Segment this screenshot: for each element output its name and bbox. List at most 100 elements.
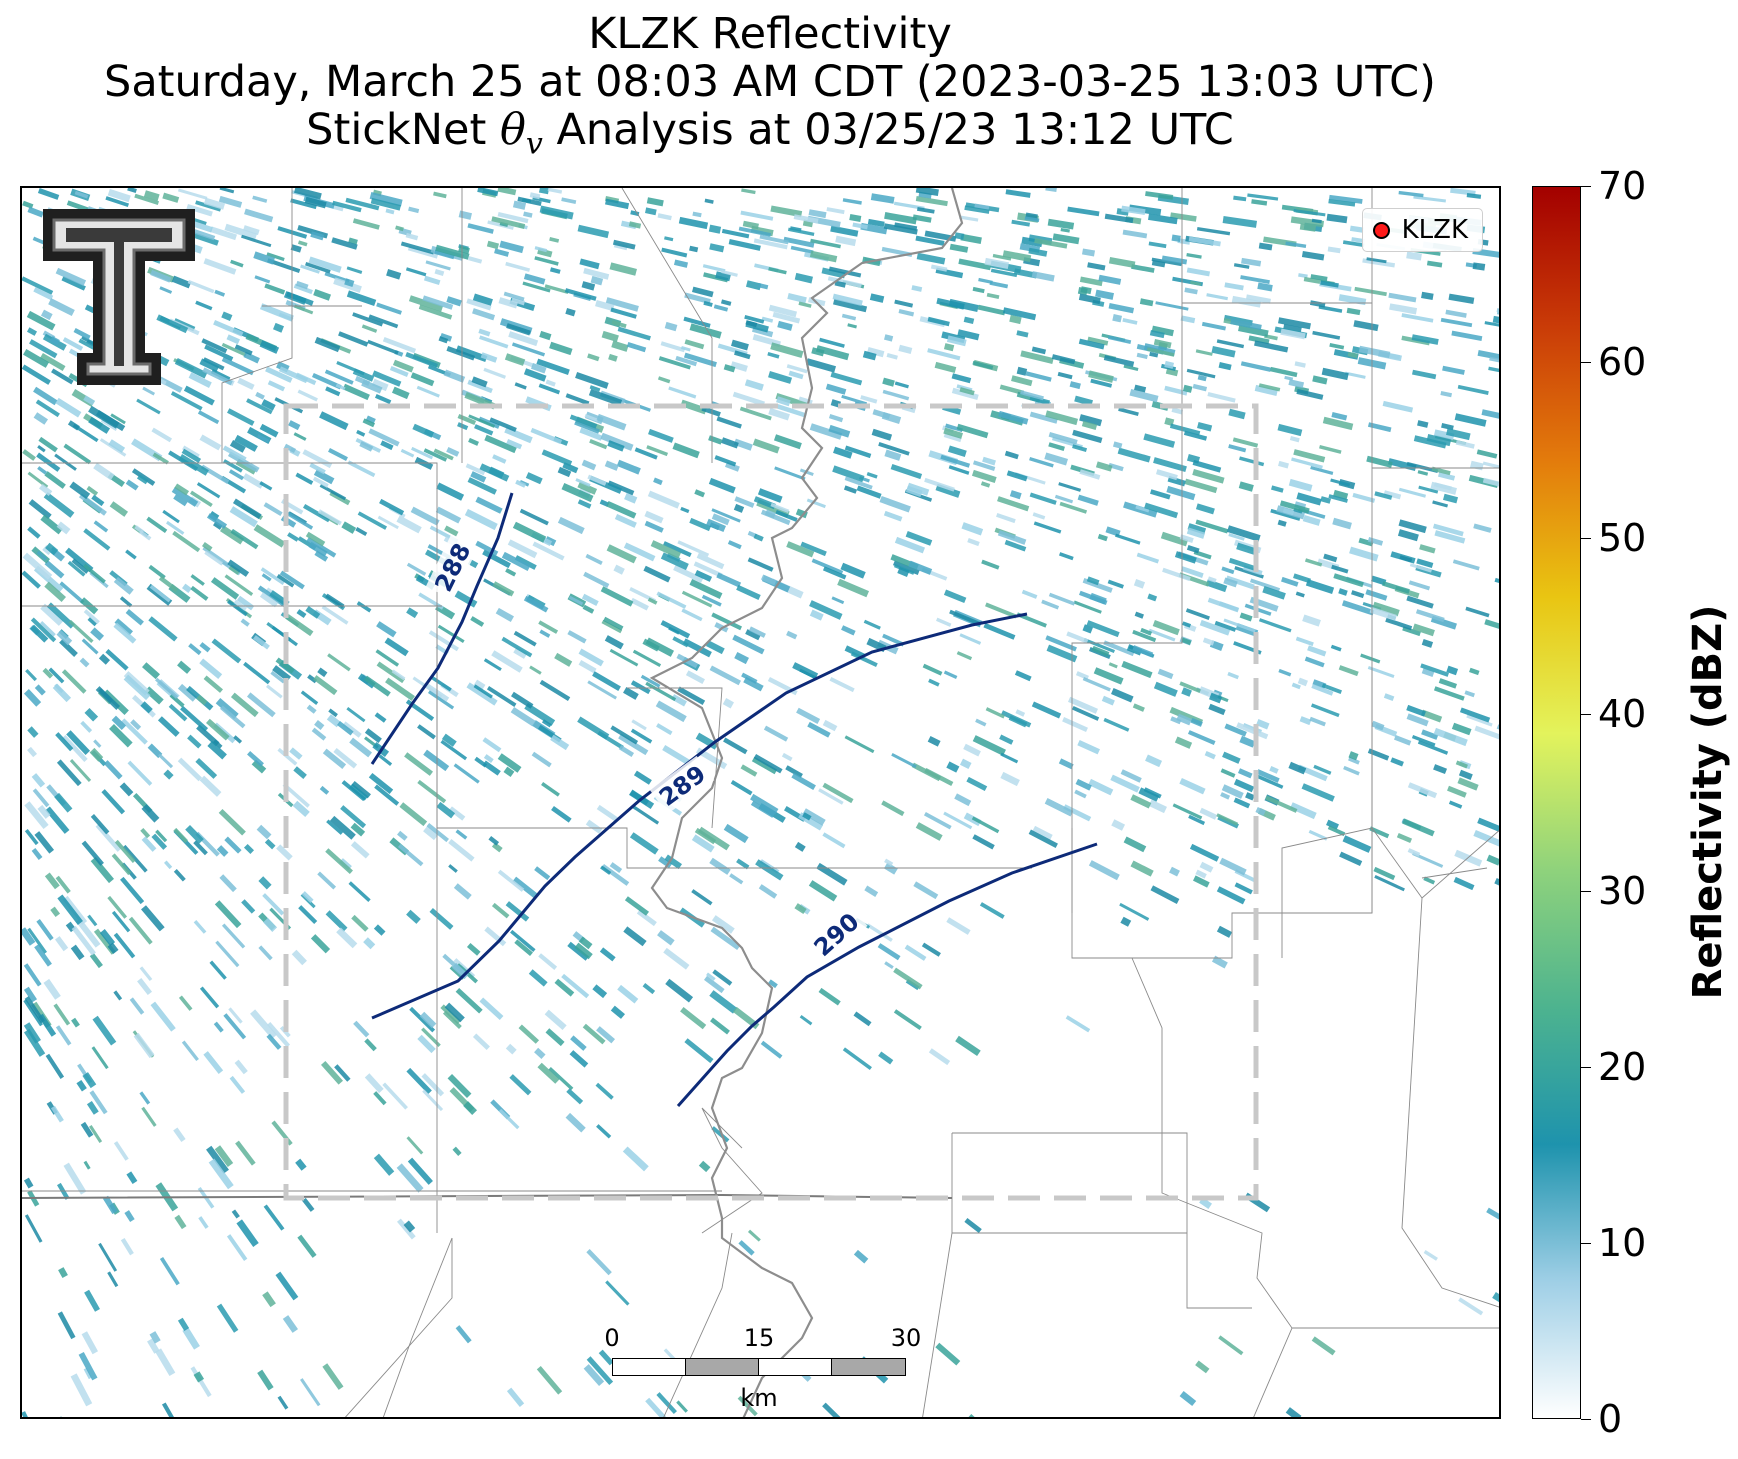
echo-gate xyxy=(448,864,458,873)
echo-gate xyxy=(1179,534,1194,543)
echo-gate xyxy=(711,508,741,523)
echo-gate xyxy=(1107,579,1124,589)
echo-gate xyxy=(262,893,285,916)
echo-gate xyxy=(1157,668,1174,680)
echo-gate xyxy=(893,967,923,990)
echo-gate xyxy=(1239,735,1256,748)
echo-gate xyxy=(1205,579,1228,593)
echo-gate xyxy=(544,1009,567,1031)
echo-gate xyxy=(34,944,52,967)
echo-gate xyxy=(1197,374,1207,382)
echo-gate xyxy=(86,485,99,496)
echo-gate xyxy=(397,843,424,867)
map-panel[interactable]: 288 289 290 KLZK 0 15 30 km xyxy=(20,186,1501,1419)
echo-gate xyxy=(71,925,96,956)
echo-gate xyxy=(356,429,366,437)
echo-gate xyxy=(149,584,171,603)
echo-gate xyxy=(742,220,759,230)
echo-gate xyxy=(480,352,498,363)
echo-gate xyxy=(234,1059,248,1075)
echo-gate xyxy=(751,756,778,775)
echo-gate xyxy=(136,398,161,415)
echo-gate xyxy=(541,449,573,467)
echo-gate xyxy=(1398,190,1424,198)
echo-gate xyxy=(1150,885,1180,904)
echo-gate xyxy=(693,561,723,578)
echo-gate xyxy=(1237,768,1253,779)
echo-gate xyxy=(1103,640,1135,657)
echo-gate xyxy=(180,705,209,732)
echo-gate xyxy=(1218,362,1232,371)
echo-gate xyxy=(489,417,517,432)
echo-gate xyxy=(146,516,168,534)
echo-gate xyxy=(227,408,255,426)
echo-gate xyxy=(1394,735,1412,746)
echo-gate xyxy=(710,1017,730,1035)
echo-gate xyxy=(1143,433,1176,448)
echo-gate xyxy=(1407,782,1438,799)
echo-gate xyxy=(1152,620,1180,636)
echo-gate xyxy=(448,806,466,821)
echo-gate xyxy=(448,839,475,862)
echo-gate xyxy=(1192,468,1225,484)
echo-gate xyxy=(76,1079,87,1092)
echo-gate xyxy=(150,1001,176,1032)
echo-gate xyxy=(508,331,539,347)
echo-gate xyxy=(1451,722,1472,736)
echo-gate xyxy=(1402,626,1421,637)
echo-gate xyxy=(141,836,157,852)
echo-gate xyxy=(924,477,955,492)
echo-gate xyxy=(1331,564,1349,574)
echo-gate xyxy=(911,285,923,292)
echo-gate xyxy=(391,669,406,681)
echo-gate xyxy=(985,602,1017,619)
echo-gate xyxy=(943,432,962,443)
echo-gate xyxy=(1207,576,1217,583)
echo-gate xyxy=(130,719,142,731)
echo-gate xyxy=(657,930,675,946)
echo-gate xyxy=(406,1136,424,1155)
echo-gate xyxy=(752,334,781,348)
echo-gate xyxy=(151,833,168,850)
echo-gate xyxy=(56,521,71,535)
echo-gate xyxy=(302,503,331,523)
echo-gate xyxy=(730,361,748,372)
echo-gate xyxy=(578,936,593,950)
echo-gate xyxy=(1171,234,1181,242)
echo-gate xyxy=(433,448,454,461)
echo-gate xyxy=(1239,612,1253,622)
echo-gate xyxy=(1241,257,1262,267)
echo-gate xyxy=(760,574,777,586)
echo-gate xyxy=(709,243,725,253)
echo-gate xyxy=(1176,713,1192,726)
echo-gate xyxy=(190,585,209,601)
echo-gate xyxy=(930,264,948,272)
echo-gate xyxy=(49,336,60,346)
echo-gate xyxy=(69,759,92,782)
echo-gate xyxy=(1190,280,1202,286)
echo-gate xyxy=(1148,213,1178,225)
echo-gate xyxy=(514,382,527,390)
echo-gate xyxy=(1193,875,1210,888)
echo-gate xyxy=(1143,787,1162,799)
echo-gate xyxy=(743,676,764,692)
echo-gate xyxy=(980,481,991,488)
echo-gate xyxy=(793,214,819,224)
echo-gate xyxy=(1278,668,1292,677)
echo-gate xyxy=(1346,307,1361,316)
echo-gate xyxy=(1279,500,1310,514)
title-line-3-prefix: StickNet xyxy=(306,105,500,155)
echo-gate xyxy=(893,1009,922,1031)
echo-gate xyxy=(491,650,523,673)
echo-gate xyxy=(329,490,351,506)
echo-gate xyxy=(1299,716,1312,726)
echo-gate xyxy=(273,322,284,333)
echo-gate xyxy=(972,286,985,294)
echo-gate xyxy=(294,304,314,315)
echo-gate xyxy=(660,552,689,571)
echo-gate xyxy=(23,1028,46,1057)
echo-gate xyxy=(324,369,354,385)
echo-gate xyxy=(226,1234,248,1261)
echo-gate xyxy=(738,1240,755,1256)
echo-gate xyxy=(1132,703,1145,712)
